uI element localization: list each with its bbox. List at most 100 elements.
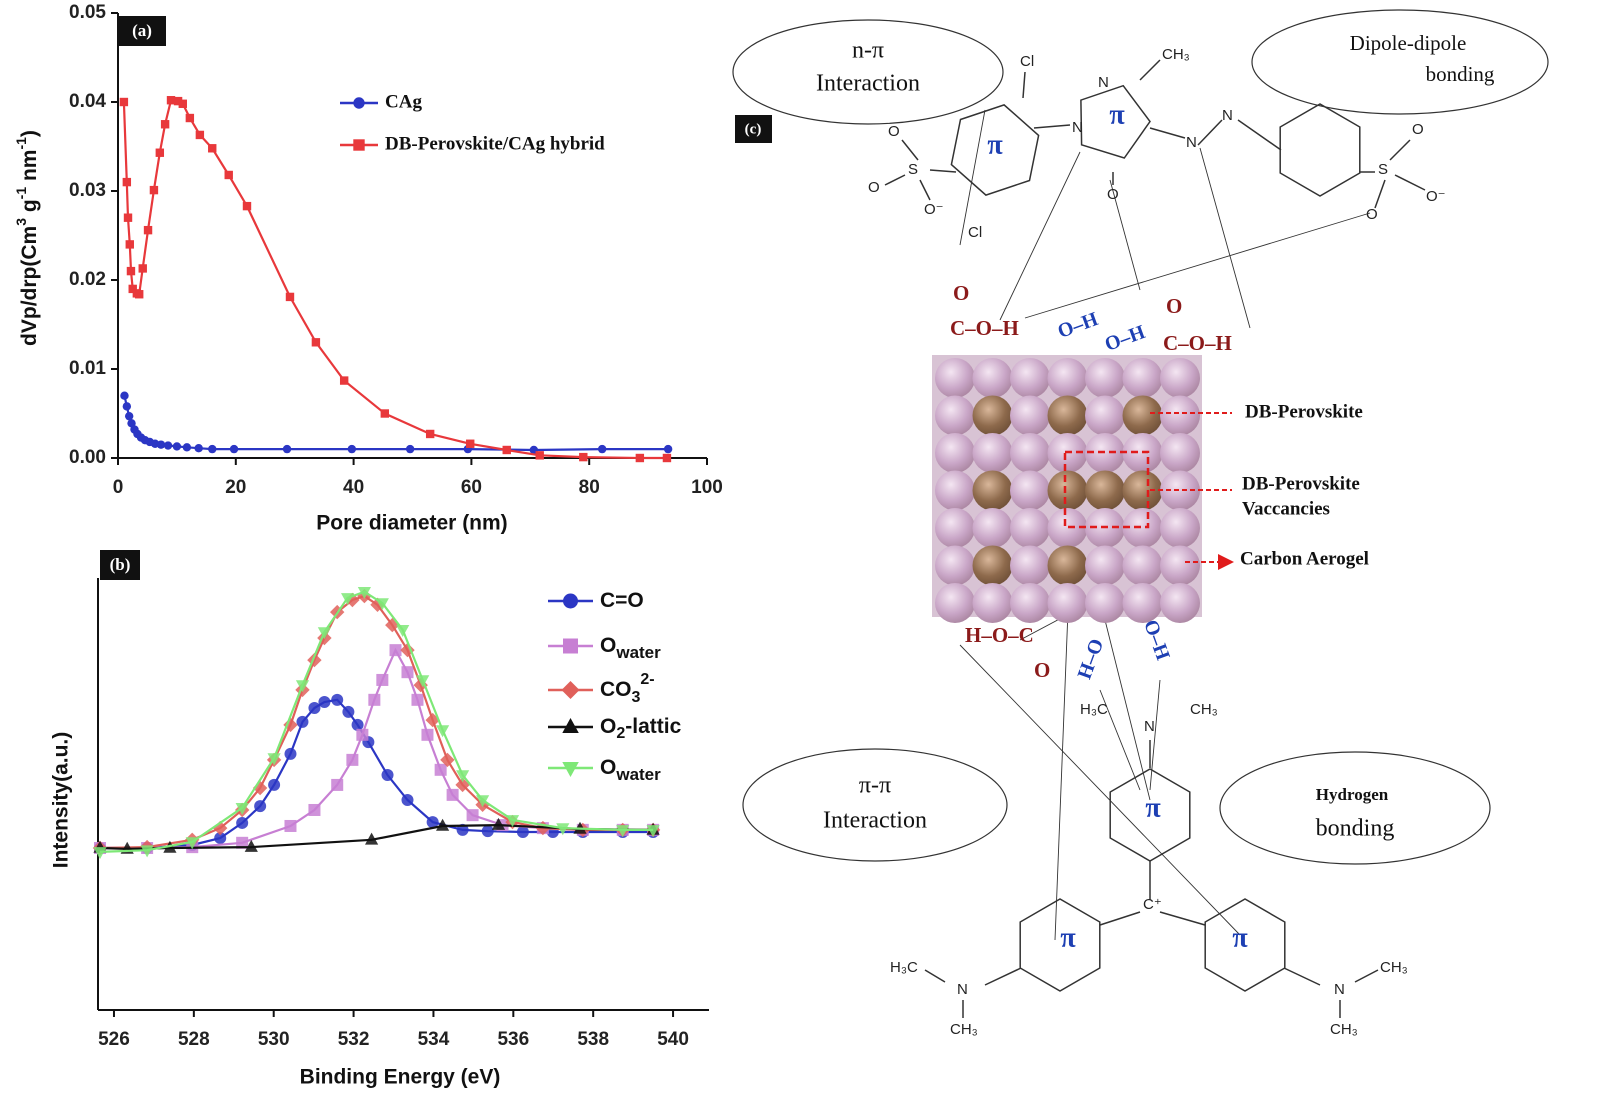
lattice-atom (1160, 470, 1200, 511)
data-point (235, 803, 249, 815)
data-point (346, 753, 359, 766)
atom-label: CH₃ (1380, 959, 1408, 976)
legend-label: C=O (600, 589, 644, 612)
group-label: C–O–H (1163, 331, 1232, 355)
atom-label: N (1222, 107, 1233, 124)
data-point (455, 777, 470, 793)
data-point (339, 376, 349, 385)
data-point (195, 130, 205, 140)
bubble-text: π-π (859, 773, 891, 799)
data-point (163, 441, 173, 450)
x-tick-label: 528 (178, 1029, 210, 1050)
atom-label: N (1186, 134, 1197, 151)
legend-marker (563, 638, 578, 654)
data-point (466, 439, 475, 448)
data-point (389, 644, 402, 657)
data-point (421, 728, 434, 741)
lattice-atom (935, 583, 975, 623)
data-point (396, 625, 410, 637)
pi-label: π (1109, 99, 1125, 130)
data-point (426, 816, 439, 829)
data-point (317, 627, 331, 640)
group-label: H–O (1074, 636, 1109, 682)
legend-label-part: C=O (600, 589, 644, 612)
group-label: C–O–H (950, 316, 1019, 340)
data-point (434, 763, 447, 776)
data-point (285, 292, 295, 302)
lattice-atom (972, 508, 1013, 548)
data-point (502, 445, 511, 455)
legend-label: CO32- (600, 671, 655, 706)
legend-label-part: 2 (616, 725, 625, 742)
x-tick-label: 100 (691, 477, 723, 498)
data-point (579, 452, 588, 462)
lattice-atom (1160, 545, 1200, 586)
data-point (376, 673, 389, 686)
data-point (663, 444, 673, 454)
diagram: (c) n-π Interaction Dipole-dipole bondin… (732, 9, 1549, 1038)
lattice-atom (1085, 358, 1125, 398)
data-point (400, 642, 415, 658)
data-point (481, 825, 494, 838)
atom-label: Cl (1020, 53, 1034, 70)
callout-arrow (1150, 412, 1232, 562)
data-point (160, 120, 170, 129)
data-point (425, 429, 435, 439)
data-point (155, 148, 165, 157)
lattice-atom (1010, 358, 1050, 398)
data-point (597, 444, 607, 454)
x-tick-label: 40 (343, 477, 364, 498)
data-point (381, 768, 394, 781)
lattice-atom (1085, 395, 1125, 436)
data-point (351, 718, 364, 731)
panel-label-box (118, 16, 166, 46)
data-point (646, 825, 660, 838)
atom-label: O (868, 179, 880, 196)
atom-label: CH₃ (1162, 46, 1190, 63)
group-label: O–H (1102, 321, 1149, 356)
lattice-atom (935, 545, 975, 586)
legend-label: CAg (385, 91, 422, 112)
bubble-text: bonding (1426, 62, 1495, 86)
pi-label: π (987, 129, 1003, 160)
data-point (119, 97, 129, 107)
data-point (284, 819, 297, 832)
ring (1204, 898, 1286, 992)
data-point (127, 419, 136, 428)
lattice-label: DB-Perovskite (1245, 401, 1363, 422)
data-point (254, 800, 267, 813)
lattice-atom (972, 395, 1013, 436)
atom-label: N (1072, 119, 1083, 136)
bubble-text: Dipole-dipole (1350, 31, 1467, 55)
panel-label-box (735, 115, 772, 143)
data-point (140, 845, 154, 858)
panel-label: (c) (745, 121, 762, 137)
data-point (380, 409, 390, 418)
legend-label-part: 3 (632, 689, 641, 706)
data-point (124, 411, 134, 421)
data-point (122, 177, 132, 187)
legend-label: O2-lattic (600, 715, 682, 743)
data-point (616, 825, 630, 838)
group-label: H–O–C (965, 623, 1034, 647)
atom-label: N (1098, 74, 1109, 91)
data-point (347, 444, 357, 454)
data-point (178, 99, 187, 108)
data-point (308, 803, 321, 816)
data-point (224, 170, 233, 180)
data-point (284, 747, 297, 760)
ring (1109, 768, 1191, 862)
lattice-atom (935, 358, 975, 398)
group-label: O (1034, 658, 1050, 682)
y-tick-label: 0.02 (69, 269, 106, 290)
data-point (236, 816, 249, 829)
lattice-atom (972, 358, 1013, 398)
data-point (149, 185, 159, 195)
legend-marker (353, 139, 365, 151)
lattice-atom (1085, 583, 1125, 623)
y-axis-label: dVp/drp(Cm3 g-1 nm-1) (13, 130, 41, 346)
lattice-atom (1122, 470, 1163, 511)
data-point (456, 823, 469, 836)
data-point (283, 717, 298, 733)
atom-label: CH₃ (950, 1021, 978, 1038)
